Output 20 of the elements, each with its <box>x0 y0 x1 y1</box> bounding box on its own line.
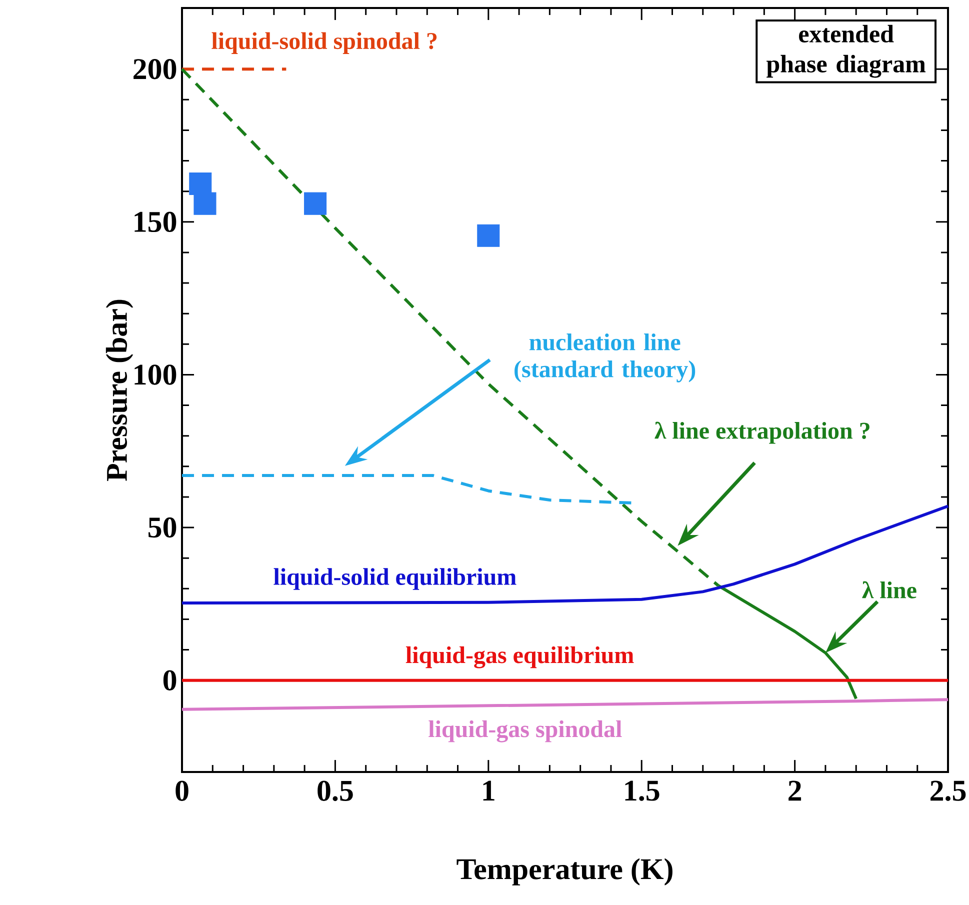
annotation: λ line extrapolation ? <box>654 422 870 444</box>
series-label: liquid-solid equilibrium <box>274 568 516 590</box>
y-tick-label: 200 <box>134 58 176 80</box>
annotation: λ line <box>862 581 916 598</box>
series-label: liquid-gas spinodal <box>428 720 622 742</box>
y-tick-label: 50 <box>148 517 176 538</box>
y-tick-label: 0 <box>163 670 176 690</box>
series-label: liquid-gas equilibrium <box>406 646 634 668</box>
annotation: extended phase diagram <box>766 24 926 78</box>
x-tick-label: 0.5 <box>318 780 353 802</box>
y-tick-label: 100 <box>134 364 176 385</box>
y-axis-title: Pressure (bar) <box>106 300 134 481</box>
x-tick-label: 2.5 <box>930 780 966 801</box>
x-tick-label: 1.5 <box>625 780 660 801</box>
y-tick-label: 150 <box>134 212 176 232</box>
series-label: liquid-solid spinodal ? <box>212 32 437 54</box>
annotation: nucleation line (standard theory) <box>514 333 696 382</box>
x-axis-title: Temperature (K) <box>456 858 672 886</box>
x-tick-label: 2 <box>788 780 802 801</box>
x-tick-label: 1 <box>483 780 494 801</box>
